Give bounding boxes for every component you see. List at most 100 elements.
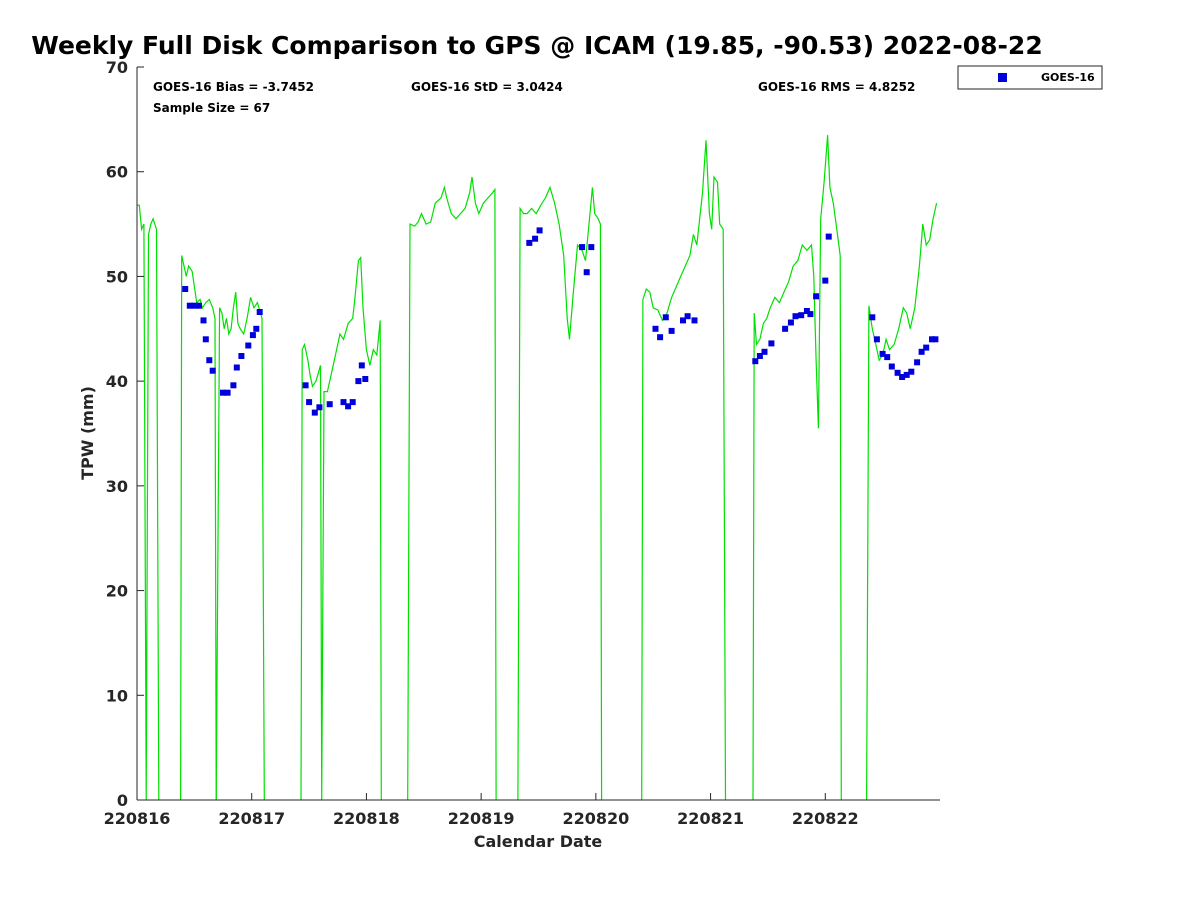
y-tick-label: 0	[117, 791, 128, 810]
goes16-point	[316, 404, 323, 411]
gps-line-segment	[517, 185, 603, 801]
goes16-point	[536, 227, 543, 234]
gps-line-segment	[641, 140, 727, 801]
goes16-point	[340, 399, 347, 406]
goes16-point	[929, 336, 935, 343]
goes16-point	[918, 348, 925, 355]
x-tick-label: 220818	[333, 809, 400, 828]
x-axis-label: Calendar Date	[474, 832, 603, 851]
goes16-point	[752, 358, 759, 365]
x-tick-label: 220821	[677, 809, 744, 828]
goes16-point	[822, 277, 829, 284]
legend-label-goes16: GOES-16	[1041, 71, 1095, 84]
goes16-point	[526, 239, 533, 246]
goes16-point	[873, 336, 880, 343]
gps-line-segment	[752, 135, 842, 801]
goes16-point	[230, 382, 237, 389]
goes16-point	[256, 309, 263, 315]
goes16-point	[782, 325, 789, 332]
chart-title: Weekly Full Disk Comparison to GPS @ ICA…	[31, 31, 1042, 60]
y-tick-label: 40	[106, 372, 128, 391]
goes16-points-layer	[182, 227, 939, 416]
goes16-point	[680, 317, 686, 324]
gps-line-segment	[215, 292, 265, 801]
y-tick-label: 60	[106, 163, 128, 182]
y-tick-label: 70	[106, 58, 128, 77]
gps-line-segment	[180, 255, 217, 801]
goes16-point	[888, 363, 895, 370]
x-tick-label: 220820	[562, 809, 629, 828]
goes16-point	[186, 302, 193, 309]
goes16-point	[311, 409, 318, 416]
goes16-point	[869, 314, 876, 321]
goes16-point	[202, 336, 209, 343]
goes16-point	[249, 332, 256, 339]
gps-line-segment	[866, 202, 938, 801]
goes16-point	[914, 359, 921, 366]
goes16-point	[879, 350, 886, 357]
goes16-point	[220, 389, 226, 396]
goes16-point	[803, 308, 810, 314]
x-axis-ticks: 220816 220817 220818 220819 220820 220821 2208…	[104, 793, 859, 828]
goes16-point	[302, 382, 309, 389]
goes16-point	[209, 367, 216, 374]
y-tick-label: 10	[106, 686, 128, 705]
goes16-point	[756, 353, 763, 359]
goes16-point	[787, 319, 794, 326]
goes16-point	[195, 302, 202, 309]
stat-std: GOES-16 StD = 3.0424	[411, 80, 563, 94]
goes16-point	[884, 354, 891, 361]
gps-line-layer	[137, 135, 938, 801]
gps-line-segment	[300, 255, 382, 801]
goes16-point	[306, 399, 313, 406]
goes16-point	[807, 311, 814, 318]
goes16-point	[355, 378, 362, 385]
goes16-point	[894, 369, 901, 376]
goes16-point	[588, 244, 595, 251]
goes16-point	[668, 327, 675, 334]
gps-line-segment	[137, 204, 160, 801]
goes16-point	[579, 244, 586, 251]
y-tick-label: 30	[106, 477, 128, 496]
goes16-point	[224, 389, 231, 396]
axes-frame	[137, 67, 940, 800]
goes16-point	[932, 336, 939, 343]
goes16-point	[761, 348, 768, 355]
goes16-point	[798, 312, 805, 319]
y-axis-ticks: 0 10 20 30 40 50 60 70	[106, 58, 144, 810]
x-tick-label: 220817	[218, 809, 285, 828]
goes16-point	[652, 325, 659, 332]
gps-line-segment	[407, 176, 497, 801]
goes16-point	[362, 376, 369, 382]
goes16-point	[191, 302, 198, 309]
x-tick-label: 220816	[104, 809, 171, 828]
legend: GOES-16	[957, 65, 1103, 90]
goes16-point	[326, 401, 333, 408]
goes16-point	[182, 286, 189, 292]
goes16-point	[200, 317, 207, 324]
stat-bias: GOES-16 Bias = -3.7452	[153, 80, 314, 94]
goes16-point	[684, 313, 691, 320]
goes16-point	[899, 374, 906, 380]
goes16-point	[825, 233, 832, 240]
goes16-point	[813, 293, 820, 300]
stat-sample-size: Sample Size = 67	[153, 101, 270, 115]
goes16-point	[358, 362, 365, 369]
y-tick-label: 20	[106, 582, 128, 601]
goes16-point	[345, 403, 352, 410]
legend-box	[957, 65, 1103, 90]
goes16-point	[662, 314, 669, 321]
goes16-point	[233, 364, 240, 371]
goes16-point	[768, 340, 775, 347]
goes16-point	[245, 342, 252, 349]
goes16-point	[349, 399, 356, 406]
goes16-point	[792, 313, 799, 320]
goes16-point	[923, 344, 930, 351]
legend-marker-goes16	[998, 73, 1007, 82]
plot-area	[137, 135, 939, 801]
goes16-point	[691, 317, 698, 324]
x-tick-label: 220819	[448, 809, 515, 828]
goes16-point	[908, 368, 915, 375]
goes16-point	[238, 353, 245, 359]
